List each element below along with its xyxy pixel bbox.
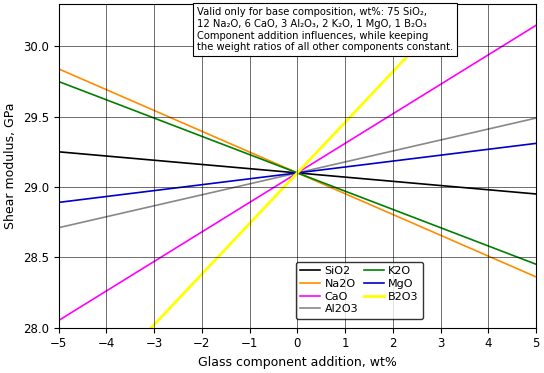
Text: Valid only for base composition, wt%: 75 SiO₂,
12 Na₂O, 6 CaO, 3 Al₂O₃, 2 K₂O, 1: Valid only for base composition, wt%: 75… [197, 7, 453, 52]
Legend: SiO2, Na2O, CaO, Al2O3, K2O, MgO, B2O3, : SiO2, Na2O, CaO, Al2O3, K2O, MgO, B2O3, [296, 261, 423, 319]
X-axis label: Glass component addition, wt%: Glass component addition, wt% [198, 356, 397, 369]
Y-axis label: Shear modulus, GPa: Shear modulus, GPa [4, 103, 17, 229]
